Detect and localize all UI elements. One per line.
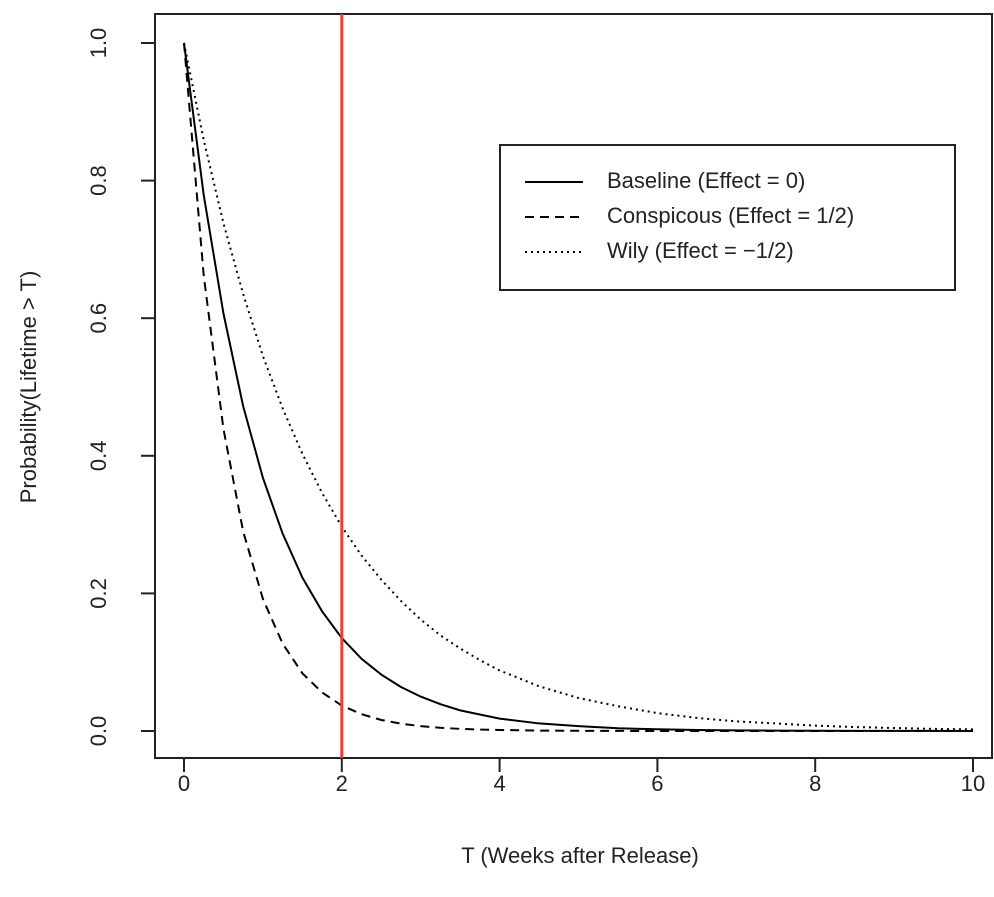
x-tick-label: 0 <box>178 771 190 796</box>
x-axis-label: T (Weeks after Release) <box>461 843 699 868</box>
series-line <box>183 42 974 731</box>
x-tick-label: 8 <box>809 771 821 796</box>
series-line <box>183 42 973 732</box>
y-tick-label: 0.8 <box>86 165 111 196</box>
x-tick-label: 2 <box>336 771 348 796</box>
x-tick-label: 6 <box>651 771 663 796</box>
y-axis-label: Probability(Lifetime > T) <box>16 271 41 504</box>
y-tick-label: 0.4 <box>86 441 111 472</box>
y-tick-label: 0.2 <box>86 578 111 609</box>
y-tick-label: 1.0 <box>86 28 111 59</box>
legend-label: Baseline (Effect = 0) <box>607 168 805 193</box>
legend-label: Conspicous (Effect = 1/2) <box>607 203 854 228</box>
x-tick-label: 4 <box>493 771 505 796</box>
plot-frame <box>154 13 993 759</box>
y-tick-label: 0.0 <box>86 716 111 747</box>
legend-label: Wily (Effect = −1/2) <box>607 238 794 263</box>
x-tick-label: 10 <box>961 771 985 796</box>
y-tick-label: 0.6 <box>86 303 111 334</box>
